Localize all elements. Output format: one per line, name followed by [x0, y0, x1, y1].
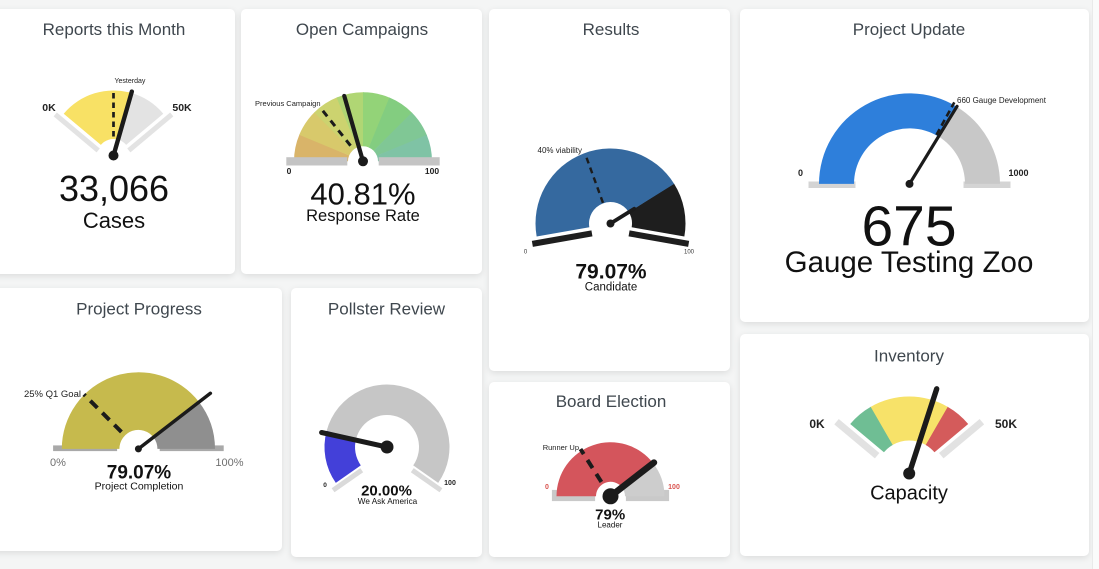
svg-text:1000: 1000 [1008, 168, 1028, 178]
svg-text:Leader: Leader [598, 521, 623, 530]
svg-text:Open Campaigns: Open Campaigns [296, 20, 428, 39]
svg-text:Project Progress: Project Progress [76, 300, 202, 319]
svg-text:Reports this Month: Reports this Month [43, 20, 186, 39]
svg-text:Response Rate: Response Rate [306, 207, 420, 225]
svg-text:0: 0 [798, 168, 803, 178]
svg-text:Cases: Cases [83, 208, 145, 233]
svg-text:100: 100 [425, 166, 439, 176]
svg-text:100%: 100% [215, 457, 243, 469]
svg-text:0: 0 [323, 482, 327, 489]
svg-text:Pollster Review: Pollster Review [328, 300, 446, 319]
svg-text:0K: 0K [42, 102, 56, 114]
svg-text:Gauge Testing Zoo: Gauge Testing Zoo [785, 246, 1034, 279]
svg-text:100: 100 [684, 250, 695, 256]
svg-text:Capacity: Capacity [870, 483, 948, 505]
svg-text:0: 0 [524, 250, 528, 256]
svg-text:100: 100 [668, 484, 680, 491]
svg-text:0: 0 [545, 484, 549, 491]
svg-text:660 Gauge Development: 660 Gauge Development [957, 96, 1047, 105]
svg-text:40.81%: 40.81% [310, 177, 415, 212]
svg-text:50K: 50K [995, 417, 1017, 431]
svg-text:Yesterday: Yesterday [115, 78, 146, 85]
svg-text:0K: 0K [809, 417, 825, 431]
svg-text:20.00%: 20.00% [361, 483, 412, 500]
svg-text:Results: Results [583, 20, 640, 39]
svg-text:Runner Up: Runner Up [543, 443, 579, 452]
svg-text:50K: 50K [172, 102, 192, 114]
svg-text:33,066: 33,066 [59, 168, 169, 209]
svg-text:Project Update: Project Update [853, 20, 965, 39]
svg-text:675: 675 [861, 195, 956, 259]
svg-text:Project Completion: Project Completion [95, 481, 184, 493]
svg-text:Board Election: Board Election [556, 392, 667, 411]
svg-text:79.07%: 79.07% [107, 463, 172, 484]
svg-text:Inventory: Inventory [874, 347, 944, 366]
svg-text:40% viability: 40% viability [538, 146, 582, 155]
svg-text:79.07%: 79.07% [575, 261, 647, 284]
svg-text:Previous Campaign: Previous Campaign [255, 99, 320, 108]
svg-text:0%: 0% [50, 457, 66, 469]
svg-text:Candidate: Candidate [585, 282, 637, 294]
svg-text:We Ask America: We Ask America [358, 497, 418, 506]
svg-text:0: 0 [287, 166, 292, 176]
svg-text:25% Q1 Goal: 25% Q1 Goal [24, 389, 81, 400]
svg-text:100: 100 [444, 480, 456, 487]
svg-text:79%: 79% [595, 507, 625, 524]
